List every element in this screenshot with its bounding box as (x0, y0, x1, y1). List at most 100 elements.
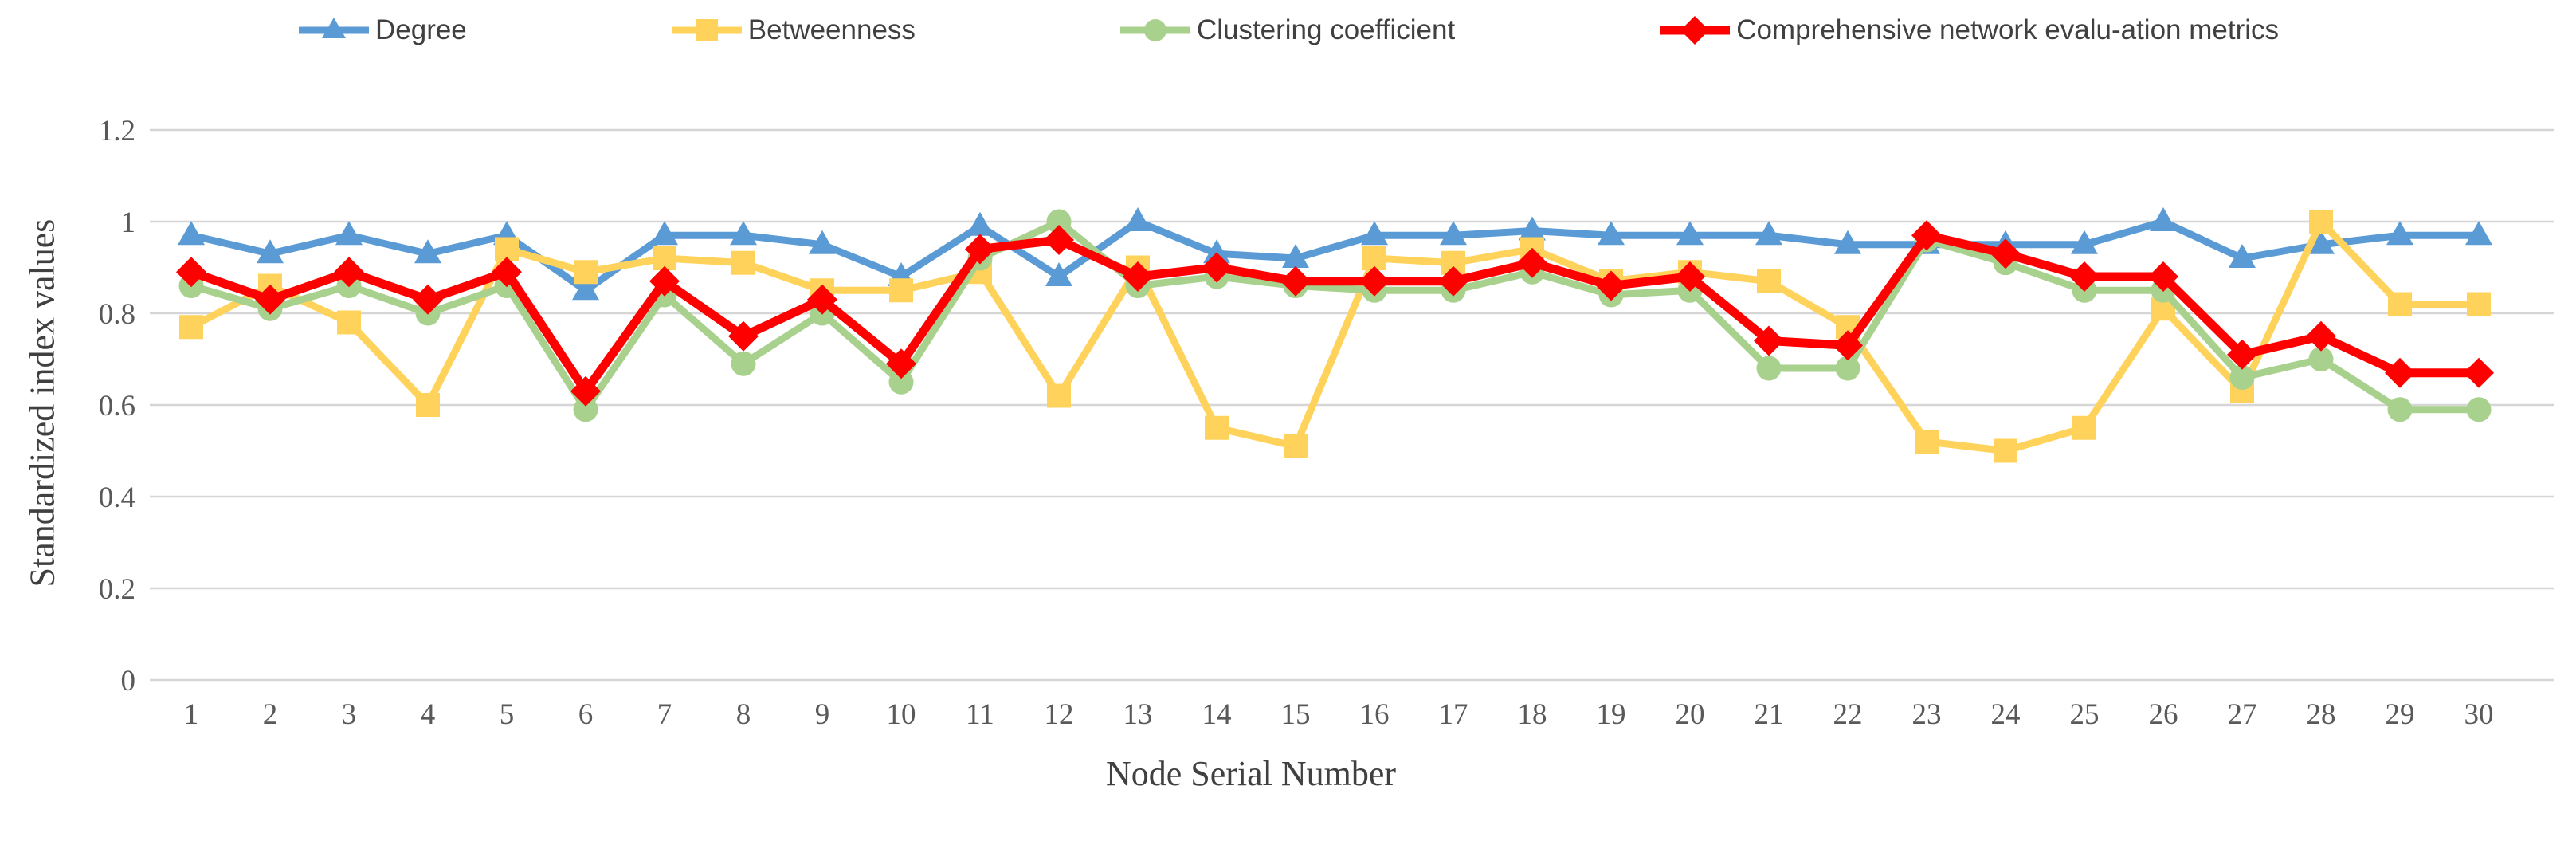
square-marker (731, 250, 755, 275)
diamond-marker (1438, 265, 1468, 297)
x-tick-label: 20 (1676, 698, 1705, 731)
x-tick-label: 27 (2228, 698, 2257, 731)
diamond-marker (413, 284, 443, 315)
diamond-marker (2148, 261, 2178, 292)
series-line-square (187, 218, 2483, 454)
square-icon (671, 19, 742, 41)
diamond-marker (1517, 247, 1547, 278)
diamond-marker (334, 257, 364, 288)
triangle-marker (2386, 221, 2413, 246)
x-tick-label: 26 (2149, 698, 2178, 731)
circle-marker (1835, 356, 1860, 381)
diamond-marker (2385, 357, 2415, 388)
x-tick-label: 19 (1597, 698, 1626, 731)
x-tick-label: 25 (2070, 698, 2100, 731)
diamond-marker (649, 265, 680, 297)
legend-item-circle: Clustering coefficient (1119, 13, 1455, 48)
triangle-marker (1834, 230, 1861, 254)
y-tick-label: 0.6 (99, 390, 135, 422)
legend-label: Comprehensive network evalu-ation metric… (1736, 14, 2280, 45)
x-tick-label: 3 (342, 698, 357, 731)
triangle-marker (809, 230, 836, 254)
triangle-marker (1282, 244, 1309, 268)
x-tick-label: 10 (887, 698, 916, 731)
triangle-marker (2465, 221, 2492, 246)
triangle-marker (572, 276, 599, 301)
diamond-marker (2464, 357, 2494, 388)
x-tick-label: 11 (966, 698, 994, 731)
diamond-marker (2306, 320, 2336, 352)
circle-marker (2466, 397, 2492, 422)
x-tick-label: 6 (578, 698, 594, 731)
x-tick-label: 5 (500, 698, 515, 731)
circle-marker (731, 351, 756, 376)
circle-marker (1046, 209, 1072, 234)
x-tick-label: 4 (421, 698, 436, 731)
square-marker (1047, 383, 1071, 408)
circle-marker (1756, 356, 1782, 381)
x-tick-label: 12 (1045, 698, 1074, 731)
square-marker (2467, 292, 2491, 316)
diamond-marker (1044, 225, 1074, 255)
x-tick-label: 29 (2386, 698, 2415, 731)
triangle-marker (2150, 207, 2177, 231)
legend-item-diamond: Comprehensive network evalu-ation metric… (1658, 13, 2279, 48)
circle-marker (888, 369, 914, 395)
triangle-marker (966, 211, 994, 236)
diamond-marker (1754, 325, 1784, 356)
square-marker (1284, 434, 1308, 458)
x-tick-label: 30 (2464, 698, 2494, 731)
triangle-marker (730, 221, 757, 246)
circle-marker (2308, 347, 2334, 371)
legend-item-square: Betweenness (670, 13, 916, 48)
diamond-marker (1123, 261, 1153, 292)
y-tick-label: 0 (121, 665, 136, 698)
x-tick-label: 23 (1912, 698, 1942, 731)
circle-marker (573, 397, 598, 422)
legend: Degree Betweenness Clustering coefficient C… (0, 5, 2576, 56)
y-tick-label: 0.4 (99, 481, 135, 514)
diamond-marker (1675, 261, 1705, 292)
x-axis-title: Node Serial Number (1105, 754, 1397, 793)
x-tick-label: 18 (1518, 698, 1547, 731)
series-line-circle (187, 218, 2483, 414)
diamond-marker (1911, 220, 1942, 251)
y-tick-label: 1 (121, 206, 136, 239)
triangle-marker (1045, 262, 1072, 286)
x-tick-label: 8 (736, 698, 751, 731)
square-marker (1994, 438, 2017, 463)
triangle-marker (1124, 207, 1151, 231)
diamond-marker (255, 284, 285, 315)
diamond-marker (1990, 238, 2021, 269)
legend-item-triangle: Degree (297, 13, 467, 48)
diamond-marker (492, 257, 522, 288)
triangle-marker (651, 221, 678, 246)
triangle-marker (2071, 230, 2098, 254)
diamond-marker (1202, 252, 1232, 283)
triangle-marker (1676, 221, 1704, 246)
diamond-marker (1596, 270, 1626, 301)
triangle-marker (2307, 230, 2335, 254)
diamond-marker (886, 348, 916, 379)
square-marker (1915, 430, 1939, 454)
x-tick-label: 24 (1991, 698, 2021, 731)
square-marker (337, 310, 361, 335)
triangle-marker (1361, 221, 1388, 246)
legend-label: Clustering coefficient (1196, 14, 1456, 45)
triangle-icon (298, 18, 369, 38)
y-axis-title: Standardized index values (22, 218, 62, 588)
triangle-marker (2229, 244, 2256, 268)
diamond-marker (965, 234, 995, 265)
square-marker (179, 315, 203, 340)
diamond-marker (1359, 265, 1390, 297)
circle-marker (2387, 397, 2413, 422)
diamond-marker (807, 284, 837, 315)
x-tick-label: 22 (1833, 698, 1863, 731)
triangle-marker (1519, 216, 1546, 241)
x-tick-label: 16 (1360, 698, 1390, 731)
square-marker (1757, 269, 1781, 293)
square-marker (416, 393, 440, 417)
x-tick-label: 15 (1281, 698, 1311, 731)
triangle-marker (1440, 221, 1467, 246)
